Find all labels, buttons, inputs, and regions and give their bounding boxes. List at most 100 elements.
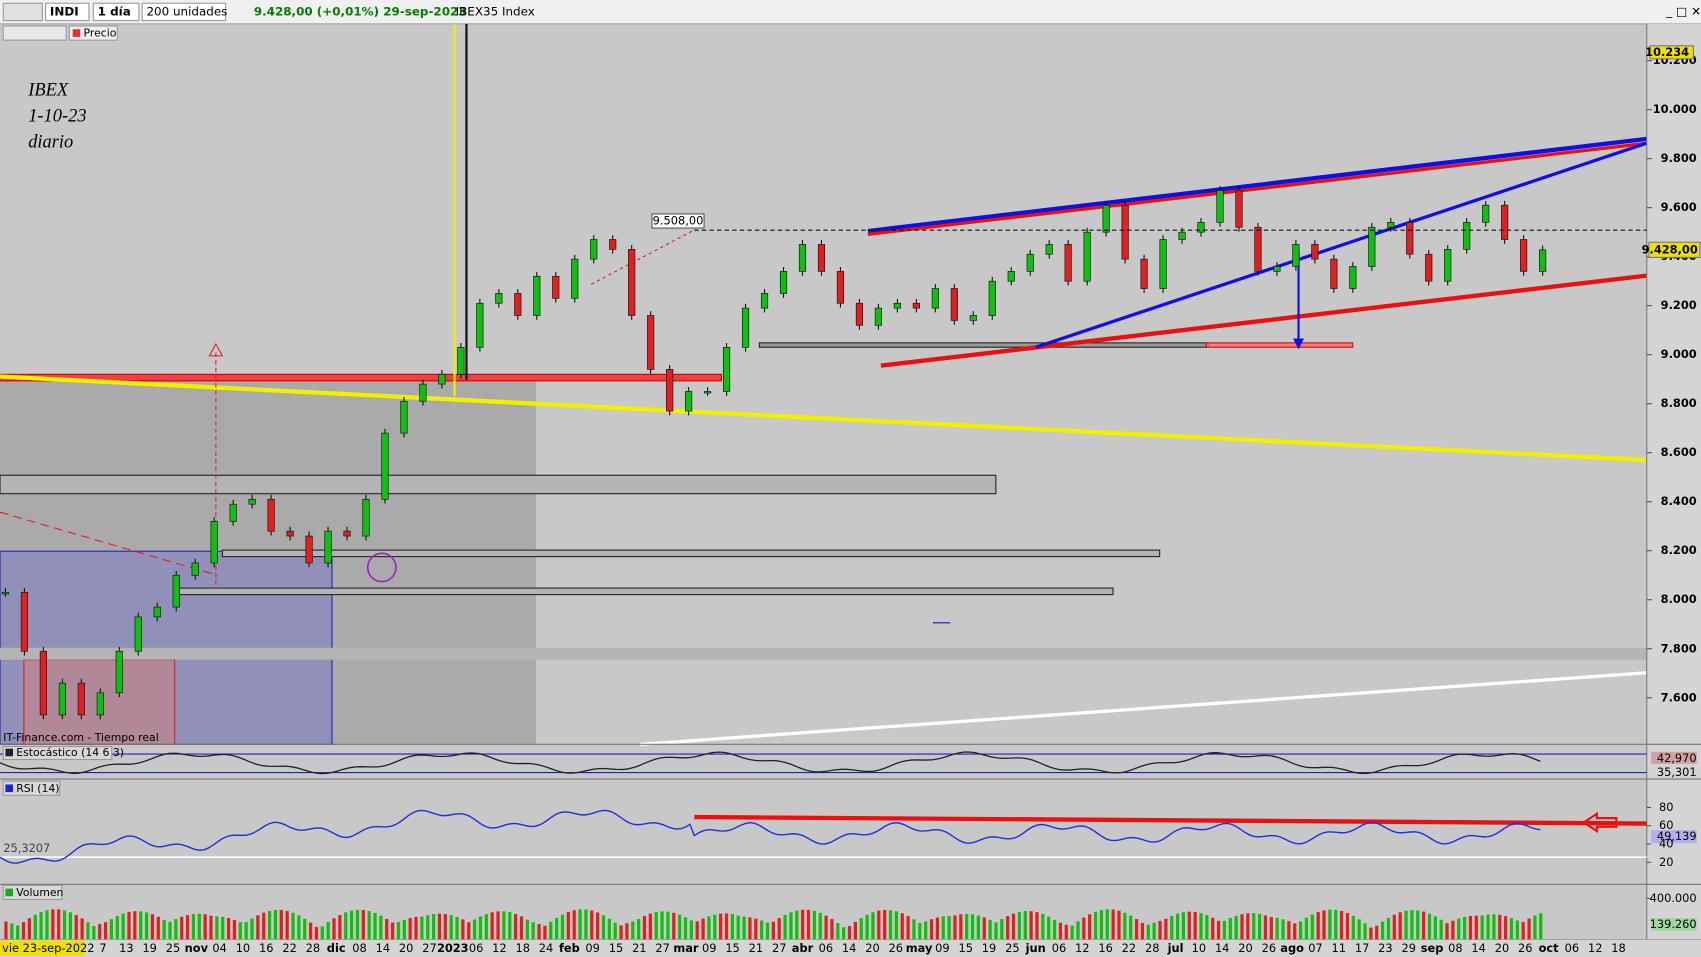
volume-bar [390,922,395,940]
date-label: vie 23-sep-2022 [2,941,94,955]
window-buttons[interactable]: _ □ ✕ [1665,4,1701,18]
volume-bar [1275,917,1279,940]
volume-bar [1252,913,1256,940]
last-label: 9.428,00 [1642,242,1698,256]
volume-bar [1129,915,1133,940]
volume-bar [771,921,775,940]
date-label: 10 [1192,941,1206,955]
date-label: 06 [1565,941,1579,955]
volume-bar [1351,915,1355,940]
candle [324,530,332,564]
candle [969,315,977,321]
date-label: 06 [1052,941,1066,955]
candle [1178,231,1186,240]
volume-bar [1269,917,1273,940]
volume-bar [1439,919,1443,940]
candle [58,682,66,716]
candle [666,369,674,412]
date-label: 12 [1075,941,1089,955]
tool-buttons[interactable] [2,25,67,41]
volume-bar [1427,913,1432,940]
zone-bar [221,549,1161,558]
volume-bar [1170,915,1174,940]
volume-bar [478,916,483,940]
price-toggle-button[interactable] [68,25,118,41]
volume-bar [1082,917,1086,940]
volume-bar [935,917,940,940]
volume-bar [736,915,740,940]
candle [172,574,180,608]
volume-bar [1445,923,1449,940]
volume-bar [250,918,254,940]
volume-bar [1205,915,1209,940]
size-select[interactable] [141,2,227,22]
candle [704,391,712,394]
candle [817,244,826,272]
y-tick-label: 10.000 [1653,102,1697,116]
volume-bar [437,913,442,940]
volume-bar [139,911,143,940]
date-label: 06 [469,941,483,955]
volume-bar [1474,915,1478,940]
volume-bar [959,914,963,940]
volume-bar [918,923,922,940]
volume-bar [426,915,430,940]
price-toggle-swatch [72,29,81,37]
candle [1311,244,1319,260]
volume-bar [1468,915,1473,940]
volume-bar [1246,913,1250,940]
volume-bar [10,923,14,940]
volume-bar [162,919,166,940]
volume-bar [824,915,828,940]
volume-bar [742,916,746,940]
volume-bar [490,912,494,940]
volume-bar [168,921,172,940]
candle [798,244,807,272]
interval-select[interactable] [92,2,140,22]
volume-bar [226,918,231,940]
volume-bar [332,918,336,940]
y-tick-label: 8.400 [1661,494,1697,508]
volume-bar [765,922,770,940]
y-tick-label: 9.600 [1661,200,1697,214]
volume-bar [191,914,196,940]
volume-bar [859,918,863,940]
chart-type-button[interactable] [2,2,43,22]
stoch-line [0,751,1541,775]
volume-bar [1240,914,1244,940]
volume-bar [842,927,846,940]
volume-bar [1398,912,1402,940]
volume-bar [578,909,582,940]
volume-bar [1152,922,1156,940]
instrument: IBEX35 Index [456,4,535,18]
cursor-date-tag [0,940,85,956]
symbol-select[interactable] [45,2,90,22]
date-label: 15 [725,941,739,955]
volume-title: Volumen [16,886,63,899]
volume-bar [1375,925,1379,940]
date-label: 08 [1448,941,1462,955]
y-tick-label: 9.000 [1661,347,1697,361]
date-label: 22 [1122,941,1136,955]
date-label: abr [792,941,814,955]
candle [1330,258,1338,289]
candle [39,650,47,716]
volume-bar [660,911,664,940]
date-label: may [906,941,933,955]
volume-bar [1316,912,1320,940]
volume-bar [865,914,869,940]
candle [722,347,731,392]
candle [988,280,996,316]
volume-bar [560,914,565,940]
volume-bar [373,912,377,940]
panel-swatch [5,888,14,897]
date-label: 10 [236,941,250,955]
annotation: diario [28,131,73,151]
volume-bar [566,911,570,940]
volume-bar [16,925,20,940]
date-label: 2023 [437,941,469,955]
volume-bar [590,910,594,940]
volume-bar [1164,918,1168,940]
volume-bar [549,921,553,940]
volume-bar [27,918,32,940]
